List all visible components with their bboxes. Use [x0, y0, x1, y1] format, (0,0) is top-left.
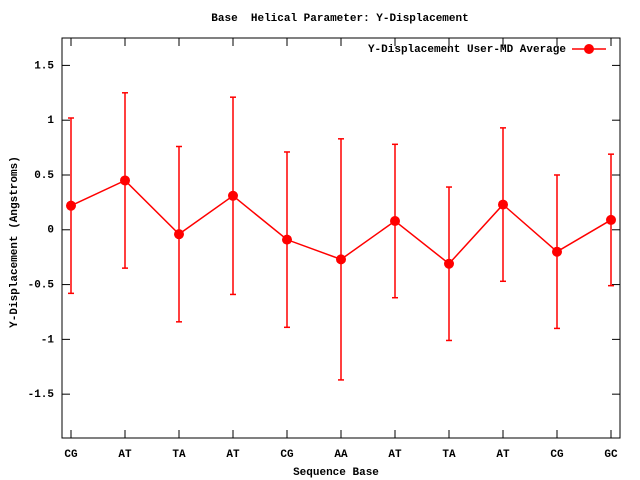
x-tick-label: CG [550, 449, 564, 461]
x-tick-label: TA [442, 449, 456, 461]
chart-title: Base Helical Parameter: Y-Displacement [211, 13, 468, 25]
point [444, 258, 454, 269]
legend-label: Y-Displacement User-MD Average [368, 44, 566, 56]
point [120, 175, 130, 186]
point [66, 200, 76, 211]
point [552, 246, 562, 257]
point [606, 214, 616, 225]
point [498, 199, 508, 210]
y-tick-label: 1 [47, 115, 54, 127]
point [174, 229, 184, 240]
y-tick-label: 0 [47, 225, 54, 237]
x-tick-label: AT [118, 449, 132, 461]
x-tick-label: TA [172, 449, 186, 461]
y-tick-label: -1.5 [28, 389, 55, 401]
point [390, 216, 400, 227]
x-tick-label: AT [388, 449, 402, 461]
point [228, 190, 238, 201]
point [336, 254, 346, 265]
y-axis-label: Y-Displacement (Angstroms) [9, 156, 21, 328]
x-tick-label: CG [64, 449, 78, 461]
y-tick-label: 1.5 [34, 60, 54, 72]
y-tick-label: 0.5 [34, 170, 54, 182]
x-tick-label: CG [280, 449, 294, 461]
x-axis-label: Sequence Base [293, 467, 379, 479]
y-tick-label: -0.5 [28, 279, 55, 291]
point [282, 234, 292, 245]
legend-marker [584, 44, 594, 54]
x-tick-label: AT [226, 449, 240, 461]
x-tick-label: AA [334, 449, 348, 461]
x-tick-label: GC [604, 449, 618, 461]
y-tick-label: -1 [41, 334, 55, 346]
x-tick-label: AT [496, 449, 510, 461]
